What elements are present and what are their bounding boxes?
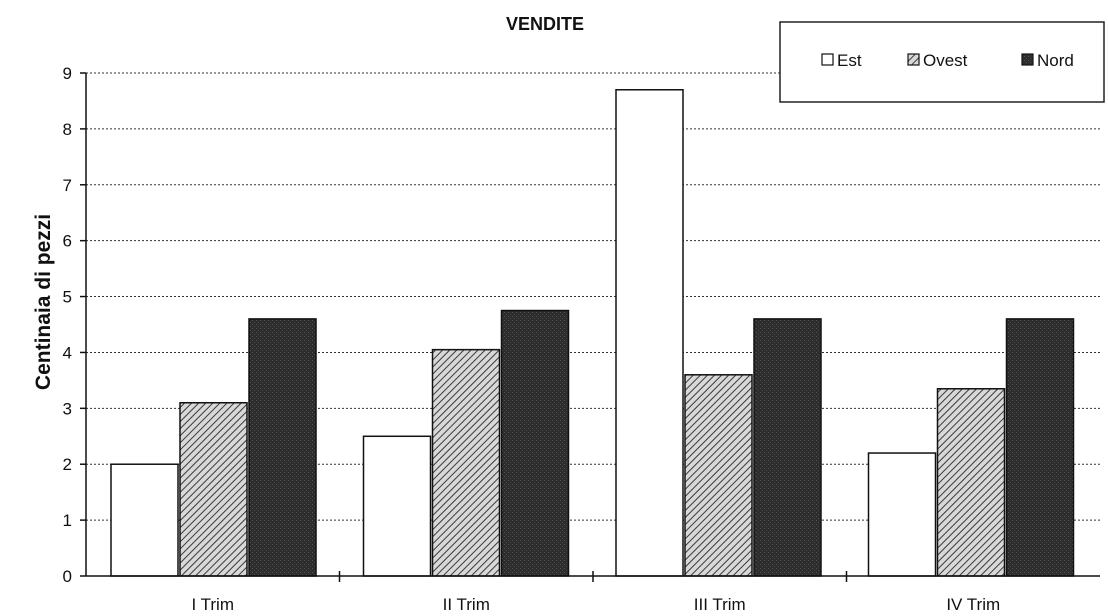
bar-est <box>362 435 432 577</box>
legend-swatch-nord <box>1021 53 1034 66</box>
legend-box <box>779 21 1105 103</box>
y-tick-label: 6 <box>63 232 72 251</box>
x-tick-label: II Trim <box>443 595 490 614</box>
bar-ovest <box>684 374 753 577</box>
legend-swatch-est <box>821 53 834 66</box>
bar-nord <box>248 318 317 577</box>
chart-title: VENDITE <box>506 14 584 34</box>
y-tick-label: 2 <box>63 455 72 474</box>
legend-label-nord: Nord <box>1037 51 1074 70</box>
y-tick-label: 3 <box>63 399 72 418</box>
y-tick-label: 1 <box>63 511 72 530</box>
y-tick-label: 7 <box>63 176 72 195</box>
bar-nord <box>500 309 570 577</box>
y-tick-label: 4 <box>63 343 72 362</box>
x-tick-label: IV Trim <box>946 595 1000 614</box>
legend: Est Ovest Nord <box>779 21 1105 103</box>
x-axis-ticks: I Trim II Trim III Trim IV Trim <box>192 571 1000 614</box>
x-tick-label: I Trim <box>192 595 235 614</box>
bar-ovest <box>179 401 248 577</box>
y-tick-label: 8 <box>63 120 72 139</box>
bar-est <box>110 463 179 577</box>
bar-ovest <box>936 388 1006 577</box>
bar-nord <box>1005 318 1075 577</box>
y-tick-label: 9 <box>63 64 72 83</box>
y-tick-label: 0 <box>63 567 72 586</box>
legend-swatch-ovest <box>907 53 920 66</box>
y-tick-label: 5 <box>63 288 72 307</box>
x-tick-label: III Trim <box>694 595 746 614</box>
y-axis-ticks: 0 1 2 3 4 5 6 7 8 9 <box>63 64 86 586</box>
bar-est <box>615 89 684 577</box>
legend-label-est: Est <box>837 51 862 70</box>
legend-label-ovest: Ovest <box>923 51 968 70</box>
bar-ovest <box>431 348 501 577</box>
bar-est <box>867 452 937 577</box>
bars <box>110 89 1075 577</box>
y-axis-label: Centinaia di pezzi <box>32 214 55 390</box>
bar-nord <box>753 318 822 577</box>
